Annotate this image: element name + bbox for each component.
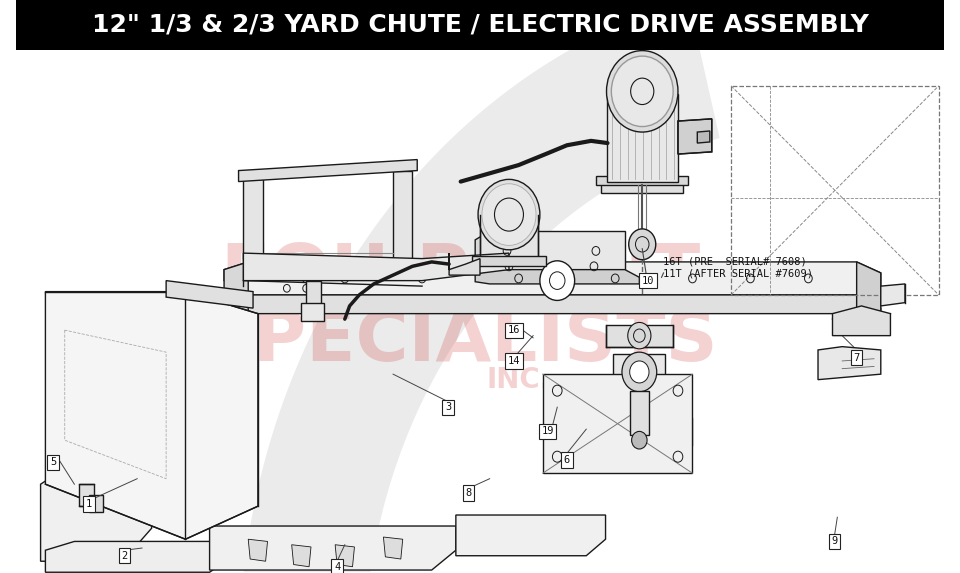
Polygon shape bbox=[239, 159, 418, 182]
Text: 12" 1/3 & 2/3 YARD CHUTE / ELECTRIC DRIVE ASSEMBLY: 12" 1/3 & 2/3 YARD CHUTE / ELECTRIC DRIV… bbox=[91, 12, 869, 36]
Polygon shape bbox=[456, 515, 606, 556]
Circle shape bbox=[629, 229, 656, 260]
Circle shape bbox=[622, 352, 657, 392]
Circle shape bbox=[628, 323, 651, 349]
Polygon shape bbox=[490, 231, 625, 270]
Polygon shape bbox=[209, 526, 456, 570]
Polygon shape bbox=[606, 325, 673, 347]
Polygon shape bbox=[292, 545, 311, 567]
Text: 14: 14 bbox=[508, 356, 520, 366]
Text: 1: 1 bbox=[85, 499, 92, 509]
Polygon shape bbox=[89, 495, 104, 512]
Polygon shape bbox=[480, 215, 538, 258]
Text: 19: 19 bbox=[541, 426, 554, 437]
Text: 3: 3 bbox=[445, 402, 451, 412]
Polygon shape bbox=[45, 541, 228, 572]
Polygon shape bbox=[393, 171, 413, 258]
Polygon shape bbox=[224, 262, 249, 313]
Polygon shape bbox=[45, 292, 258, 539]
Polygon shape bbox=[818, 347, 880, 380]
Polygon shape bbox=[601, 182, 683, 193]
Bar bbox=[16, 0, 944, 49]
Polygon shape bbox=[880, 284, 905, 306]
Circle shape bbox=[540, 261, 575, 300]
Text: 4: 4 bbox=[334, 562, 340, 572]
Text: SPECIALISTS: SPECIALISTS bbox=[203, 307, 719, 376]
Circle shape bbox=[630, 361, 649, 383]
Circle shape bbox=[612, 56, 673, 127]
Polygon shape bbox=[80, 484, 94, 506]
Polygon shape bbox=[40, 462, 152, 561]
Polygon shape bbox=[335, 545, 354, 567]
Polygon shape bbox=[239, 0, 720, 573]
Polygon shape bbox=[472, 256, 545, 266]
Text: 8: 8 bbox=[466, 488, 471, 498]
Text: 10: 10 bbox=[642, 276, 655, 285]
Text: INC.: INC. bbox=[487, 366, 551, 394]
Polygon shape bbox=[224, 262, 880, 295]
Polygon shape bbox=[678, 119, 711, 154]
Polygon shape bbox=[383, 537, 403, 559]
Polygon shape bbox=[301, 303, 324, 321]
Polygon shape bbox=[224, 295, 880, 325]
Text: 7: 7 bbox=[853, 352, 860, 363]
Text: 5: 5 bbox=[50, 457, 57, 467]
Polygon shape bbox=[608, 93, 678, 182]
Polygon shape bbox=[630, 391, 649, 435]
Polygon shape bbox=[856, 262, 880, 313]
Text: 6: 6 bbox=[564, 455, 570, 465]
Polygon shape bbox=[542, 374, 692, 473]
Polygon shape bbox=[475, 270, 639, 284]
Polygon shape bbox=[601, 418, 692, 462]
Polygon shape bbox=[306, 281, 321, 306]
Polygon shape bbox=[449, 253, 480, 275]
Polygon shape bbox=[475, 231, 490, 275]
Polygon shape bbox=[244, 176, 263, 258]
Circle shape bbox=[632, 431, 647, 449]
Polygon shape bbox=[249, 539, 268, 561]
Text: EQUIPMENT: EQUIPMENT bbox=[221, 241, 701, 309]
Polygon shape bbox=[596, 176, 687, 185]
Polygon shape bbox=[832, 306, 891, 336]
Text: 2: 2 bbox=[122, 551, 128, 561]
Circle shape bbox=[482, 184, 536, 245]
Polygon shape bbox=[697, 131, 709, 143]
Text: 16T (PRE  SERIAL# 7608)
11T (AFTER SERIAL #7609): 16T (PRE SERIAL# 7608) 11T (AFTER SERIAL… bbox=[663, 257, 813, 278]
Text: 16: 16 bbox=[508, 325, 520, 335]
Text: 9: 9 bbox=[831, 536, 837, 547]
Circle shape bbox=[478, 179, 540, 250]
Polygon shape bbox=[166, 281, 253, 308]
Polygon shape bbox=[244, 253, 509, 281]
Circle shape bbox=[607, 50, 678, 132]
Polygon shape bbox=[613, 354, 665, 391]
